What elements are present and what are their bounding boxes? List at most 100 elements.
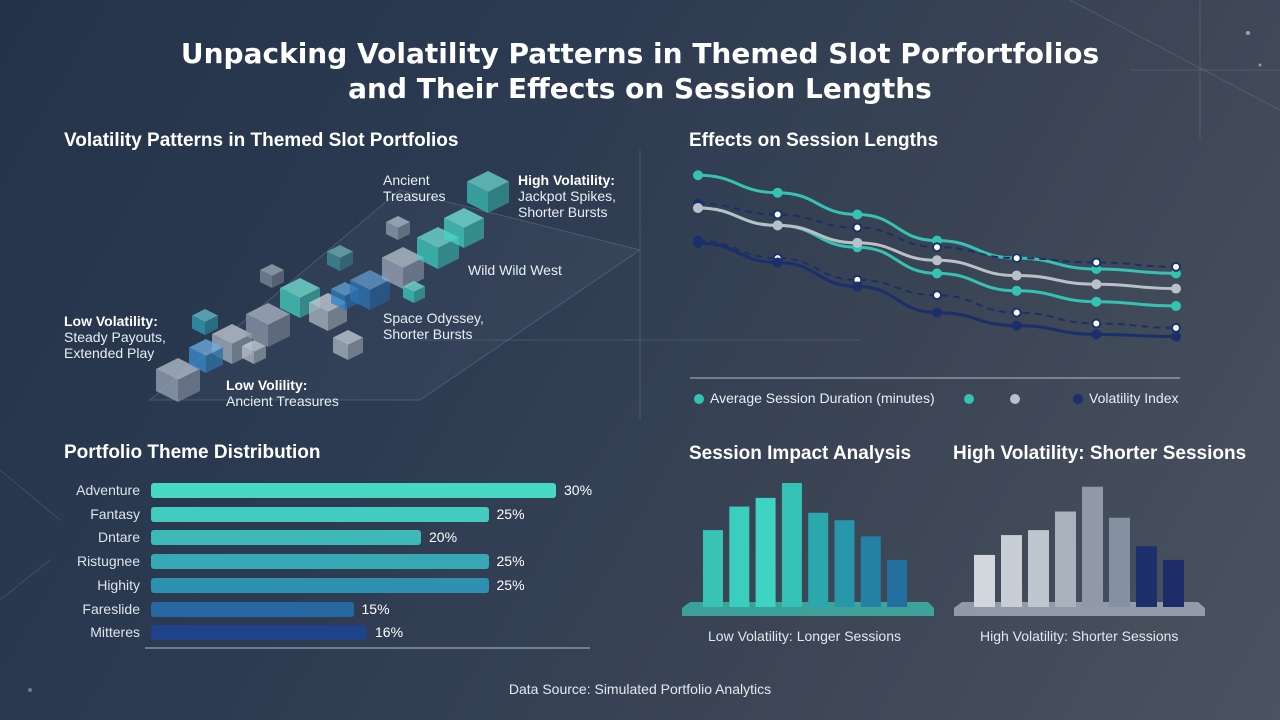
impact-caption: Low Volatility: Longer Sessions [708, 628, 901, 644]
line-series-5 [697, 239, 1177, 329]
legend-label-session-duration: Average Session Duration (minutes) [710, 390, 935, 406]
impact-bar-7 [860, 536, 881, 607]
volatility-panel-title: Volatility Patterns in Themed Slot Portf… [64, 130, 459, 151]
line-point-s5-4 [932, 290, 942, 301]
bar-category-label: Fareslide [82, 600, 140, 617]
impact-panel-title: Session Impact Analysis [689, 443, 912, 464]
impact-chart-platform [682, 602, 934, 616]
label-low-volility: Low Volility: Ancient Treasures [226, 377, 339, 409]
line-point-s2-6 [1091, 296, 1102, 307]
line-point-s1-3 [852, 209, 863, 220]
impact-bar-3 [755, 497, 776, 607]
label-wild-wild-west: Wild Wild West [468, 262, 562, 278]
line-point-s2-5 [1011, 285, 1022, 296]
line-point-s5-1 [693, 235, 703, 246]
cube-3 [189, 339, 223, 373]
label-low-volatility: Low Volatility: Steady Payouts, Extended… [64, 313, 166, 361]
line-point-s3-5 [1011, 253, 1022, 264]
legend-item-gray [1010, 390, 1026, 406]
cube-14 [327, 245, 353, 271]
line-point-s3-2 [772, 209, 783, 220]
high-bar-8 [1163, 559, 1184, 607]
bar-row-highity: Highity 25% [60, 574, 620, 596]
bar-fill [151, 577, 489, 593]
high-bar-2 [1001, 535, 1022, 607]
label-high-volatility: High Volatility: Jackpot Spikes, Shorter… [518, 172, 616, 220]
line-point-s5-6 [1091, 318, 1102, 329]
line-point-s3-4 [932, 242, 942, 253]
cube-12 [382, 247, 424, 289]
line-series-4 [697, 206, 1177, 291]
bar-fill [151, 506, 489, 522]
label-lowvol-line2: Ancient Treasures [226, 393, 339, 409]
high-chart-platform [954, 602, 1205, 616]
bar-category-label: Ristugnee [76, 553, 140, 570]
line-point-s1-1 [693, 170, 703, 181]
cube-11 [350, 270, 390, 310]
cube-13 [403, 281, 425, 303]
cube-2 [212, 324, 252, 364]
label-high-line2: Jackpot Spikes, [518, 188, 617, 204]
line-point-s4-6 [1091, 279, 1102, 290]
legend-dot-teal-2 [964, 394, 974, 405]
line-point-s3-7 [1171, 261, 1181, 272]
line-series-3 [697, 202, 1177, 268]
bar-row-ristugnee: Ristugnee 25% [60, 550, 620, 572]
line-point-s3-6 [1091, 257, 1102, 268]
legend-dot-gray [1010, 394, 1020, 405]
label-ancient-treasures: Ancient Treasures [383, 172, 446, 204]
distribution-baseline [145, 647, 590, 649]
bar-value-label: 20% [429, 529, 458, 546]
line-series-2 [697, 206, 1177, 308]
bar-fill [151, 530, 421, 546]
line-point-s3-3 [852, 222, 863, 233]
cube-8 [309, 293, 347, 331]
line-point-s4-4 [932, 255, 942, 266]
line-point-s2-2 [772, 220, 783, 231]
label-low-line2: Steady Payouts, [64, 329, 166, 345]
line-point-s4-5 [1011, 270, 1022, 281]
line-point-s4-7 [1171, 283, 1181, 294]
cube-5 [192, 309, 218, 335]
bar-row-fareslide: Fareslide 15% [60, 598, 620, 620]
bar-value-label: 30% [564, 482, 593, 498]
label-space-line2: Shorter Bursts [383, 326, 473, 342]
high-caption: High Volatility: Shorter Sessions [980, 628, 1179, 644]
high-bar-5 [1082, 486, 1103, 607]
line-point-s4-2 [772, 220, 783, 231]
line-point-s6-2 [772, 257, 783, 268]
bar-row-adventure: Adventure 30% [60, 479, 620, 501]
line-point-s4-3 [852, 237, 863, 248]
bar-category-label: Mitteres [90, 624, 140, 641]
line-point-s6-5 [1011, 320, 1022, 331]
line-point-s6-4 [932, 307, 942, 318]
bar-value-label: 16% [375, 624, 404, 641]
session-panel-title: Effects on Session Lengths [689, 130, 939, 151]
line-point-s1-7 [1171, 268, 1181, 279]
impact-bar-4 [781, 483, 802, 607]
bar-category-label: Dntare [97, 529, 140, 546]
bar-category-label: Highity [97, 576, 140, 593]
line-point-s3-1 [693, 198, 703, 209]
bar-fill [151, 601, 354, 617]
label-low-line3: Extended Play [64, 345, 155, 361]
bar-fill [151, 625, 367, 641]
bar-fill [151, 554, 489, 570]
label-space-line1: Space Odyssey, [383, 310, 484, 326]
line-point-s6-7 [1171, 331, 1181, 342]
impact-bar-8 [887, 559, 908, 607]
cube-4 [242, 340, 266, 364]
line-point-s1-4 [932, 235, 942, 246]
cube-18 [444, 208, 484, 248]
line-point-s5-2 [772, 253, 783, 264]
cube-10 [331, 282, 359, 310]
line-point-s1-2 [772, 187, 783, 198]
main-title: Unpacking Volatility Patterns in Themed … [0, 36, 1280, 106]
line-series-1 [697, 173, 1177, 275]
line-point-s5-7 [1171, 322, 1181, 333]
cube-15 [260, 264, 284, 288]
label-high-lead: High Volatility: [518, 172, 615, 188]
legend-item-teal [964, 390, 980, 406]
high-bar-6 [1109, 517, 1130, 607]
impact-bar-6 [834, 520, 855, 607]
